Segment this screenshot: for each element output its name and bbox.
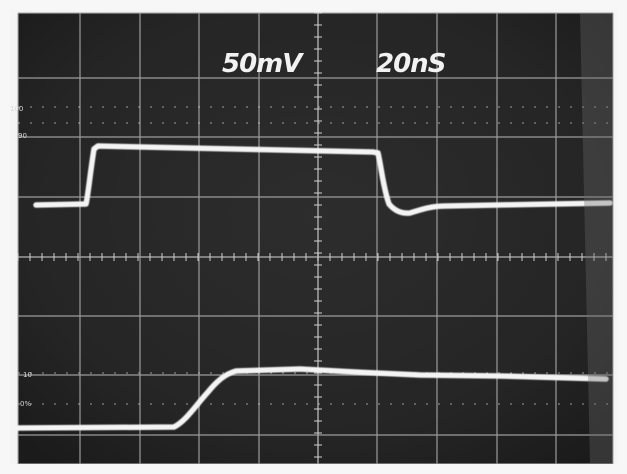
step-trace [15, 366, 609, 431]
graticule [17, 12, 614, 465]
time-per-div-readout: 20nS [376, 49, 446, 79]
right-bezel-shadow [580, 13, 613, 464]
marker-10-label: 10 [23, 371, 32, 379]
pulse-trace [33, 143, 613, 216]
screen-background [18, 13, 613, 464]
center-axis-ticks [17, 12, 607, 458]
marker-90-label: 90 [18, 132, 27, 140]
volts-per-div-readout: 50mV [222, 49, 304, 79]
marker-0-label: 0% [20, 400, 31, 408]
marker-100-label: 100 [10, 105, 23, 113]
